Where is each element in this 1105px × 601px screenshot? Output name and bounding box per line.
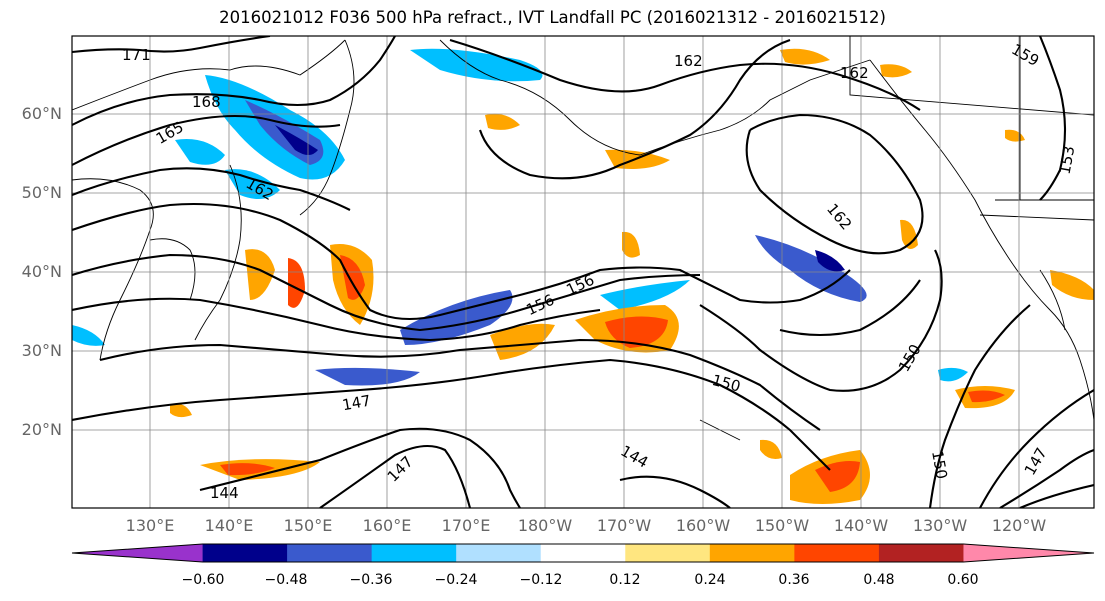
contour-label: 150 (928, 449, 951, 480)
longitude-label: 160°W (675, 516, 731, 535)
positive-anomaly-blob (1050, 270, 1094, 300)
negative-anomaly-blob (315, 367, 420, 386)
colorbar-bin (709, 544, 795, 562)
contour-label: 156 (564, 271, 598, 299)
coastlines (72, 36, 1094, 441)
positive-anomaly-blob (288, 258, 305, 308)
longitude-label: 120°W (991, 516, 1047, 535)
colorbar-tick-label: 0.60 (947, 572, 979, 588)
negative-anomaly-core (275, 125, 318, 155)
positive-anomaly-blob (780, 48, 830, 65)
colorbar-tick-label: −0.48 (264, 572, 308, 588)
map-title: 2016021012 F036 500 hPa refract., IVT La… (219, 8, 886, 27)
longitude-label: 170°E (441, 516, 491, 535)
longitude-label: 140°W (833, 516, 889, 535)
contour-label: 171 (122, 46, 151, 64)
colorbar-bin (371, 544, 457, 562)
colorbar-bin (202, 544, 288, 562)
longitude-label: 140°E (204, 516, 254, 535)
latitude-label: 60°N (21, 104, 62, 123)
negative-anomaly-blob (600, 280, 690, 310)
colorbar-bin (287, 544, 373, 562)
latitude-label: 50°N (21, 183, 62, 202)
negative-anomaly-blob (175, 139, 225, 165)
latitude-label: 20°N (21, 420, 62, 439)
contour-label: 168 (192, 93, 221, 111)
colorbar-bin (456, 544, 542, 562)
contour-label: 144 (210, 484, 239, 502)
longitude-label: 150°W (754, 516, 810, 535)
positive-anomaly-blob (880, 64, 912, 78)
colorbar-tick-label: 0.24 (694, 572, 726, 588)
longitude-label: 150°E (283, 516, 333, 535)
graticule (72, 36, 1094, 508)
colorbar-extend-min (72, 544, 203, 562)
contour-label: 144 (618, 442, 652, 472)
contour-label: 159 (1008, 40, 1042, 70)
longitude-label: 170°W (596, 516, 652, 535)
positive-anomaly-blob (485, 113, 520, 130)
contour-label: 162 (840, 64, 869, 82)
negative-anomaly-blob (72, 325, 105, 346)
contour-label: 162 (674, 52, 703, 70)
contour-label: 162 (823, 200, 855, 234)
colorbar-tick-label: −0.60 (181, 572, 225, 588)
colorbar-tick-label: −0.36 (349, 572, 393, 588)
colorbar-bin (540, 544, 626, 562)
contour-label: 153 (1056, 144, 1079, 175)
positive-anomaly-core (220, 463, 275, 476)
positive-anomaly-core (605, 316, 668, 348)
height-contours (72, 36, 1094, 508)
contour-label: 147 (1021, 445, 1051, 479)
colorbar-outline (71, 543, 1095, 563)
colorbar-bin (794, 544, 880, 562)
contour-label: 156 (524, 291, 558, 319)
positive-anomaly-blob (1005, 129, 1025, 142)
colorbar (71, 543, 1095, 563)
colorbar-bin (625, 544, 711, 562)
contour-label: 147 (341, 392, 372, 415)
colorbar-tick-label: 0.12 (609, 572, 641, 588)
negative-anomaly-core (815, 250, 845, 272)
colorbar-tick-label: −0.24 (434, 572, 478, 588)
positive-anomaly-core (340, 255, 365, 300)
longitude-label: 180°W (517, 516, 573, 535)
latitude-label: 40°N (21, 262, 62, 281)
positive-anomaly-blob (622, 231, 640, 258)
latitude-label: 30°N (21, 341, 62, 360)
contour-label: 147 (384, 453, 417, 486)
longitude-label: 130°W (912, 516, 968, 535)
positive-anomaly-core (968, 390, 1005, 403)
colorbar-bin (878, 544, 964, 562)
negative-anomaly-blob (410, 48, 543, 82)
colorbar-tick-label: 0.36 (778, 572, 810, 588)
longitude-label: 160°E (362, 516, 412, 535)
positive-anomaly-blob (170, 403, 192, 418)
longitude-label: 130°E (125, 516, 175, 535)
map-frame (71, 35, 1095, 509)
negative-anomaly-blob (938, 367, 968, 382)
colorbar-tick-label: −0.12 (519, 572, 563, 588)
positive-anomaly-blob (760, 439, 782, 459)
colorbar-extend-max (963, 544, 1094, 562)
positive-anomaly-blob (245, 249, 275, 300)
colorbar-tick-label: 0.48 (863, 572, 895, 588)
positive-anomaly-core (815, 461, 860, 492)
negative-anomaly-blob (755, 235, 867, 302)
